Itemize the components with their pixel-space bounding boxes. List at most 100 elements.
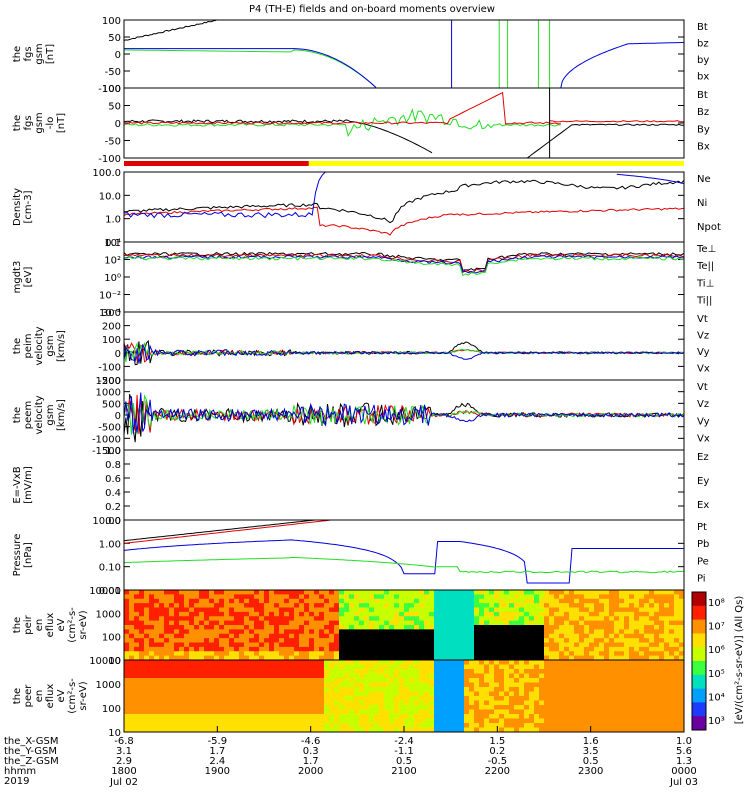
heatmap-cell [284, 590, 290, 595]
heatmap-cell [264, 594, 270, 600]
heatmap-cell [544, 714, 550, 719]
heatmap-cell [534, 727, 540, 733]
heatmap-cell [329, 723, 335, 728]
heatmap-cell [349, 638, 355, 643]
heatmap-cell [284, 678, 290, 683]
heatmap-cell [124, 709, 130, 715]
heatmap-cell [239, 616, 245, 622]
heatmap-cell [439, 625, 445, 630]
heatmap-cell [569, 669, 575, 674]
heatmap-cell [534, 590, 540, 595]
heatmap-cell [419, 709, 425, 715]
heatmap-cell [669, 709, 675, 715]
heatmap-cell [674, 646, 680, 652]
heatmap-cell [579, 673, 585, 679]
heatmap-cell [189, 727, 195, 733]
heatmap-cell [454, 678, 460, 683]
heatmap-cell [384, 607, 390, 613]
heatmap-cell [374, 687, 380, 692]
ytick-label: 0.1 [105, 238, 121, 249]
heatmap-cell [624, 598, 630, 604]
heatmap-cell [379, 718, 385, 724]
heatmap-cell [624, 642, 630, 648]
heatmap-cell [244, 696, 250, 701]
heatmap-cell [324, 660, 330, 665]
heatmap-cell [199, 718, 205, 724]
heatmap-cell [474, 691, 480, 697]
heatmap-cell [629, 669, 635, 674]
heatmap-cell [234, 673, 240, 679]
heatmap-cell [654, 655, 660, 661]
heatmap-cell [569, 673, 575, 679]
heatmap-cell [384, 629, 390, 635]
heatmap-cell [404, 709, 410, 715]
heatmap-cell [379, 611, 385, 617]
heatmap-cell [359, 651, 365, 657]
heatmap-cell [669, 616, 675, 622]
heatmap-cell [619, 620, 625, 626]
legend-label: Bz [697, 107, 709, 118]
heatmap-cell [474, 590, 480, 595]
heatmap-cell [479, 651, 485, 657]
heatmap-cell [514, 616, 520, 622]
heatmap-cell [629, 700, 635, 706]
heatmap-cell [664, 696, 670, 701]
heatmap-cell [624, 629, 630, 635]
heatmap-cell [469, 655, 475, 661]
heatmap-cell [404, 682, 410, 688]
heatmap-cell [299, 714, 305, 719]
heatmap-cell [279, 700, 285, 706]
heatmap-cell [224, 705, 230, 710]
heatmap-cell [449, 691, 455, 697]
heatmap-cell [149, 603, 155, 608]
heatmap-cell [659, 629, 665, 635]
heatmap-cell [379, 687, 385, 692]
heatmap-cell [554, 660, 560, 665]
heatmap-cell [479, 611, 485, 617]
heatmap-cell [374, 655, 380, 661]
ytick-label: 0 [115, 411, 121, 422]
heatmap-cell [444, 682, 450, 688]
heatmap-cell [134, 633, 140, 639]
heatmap-cell [409, 723, 415, 728]
heatmap-cell [544, 646, 550, 652]
ytick-label: 0 [115, 50, 121, 61]
heatmap-cell [149, 611, 155, 617]
heatmap-cell [204, 718, 210, 724]
colorbar-frame [691, 591, 707, 731]
heatmap-cell [369, 705, 375, 710]
heatmap-cell [299, 718, 305, 724]
heatmap-cell [239, 594, 245, 600]
heatmap-cell [649, 718, 655, 724]
heatmap-cell [279, 638, 285, 643]
heatmap-cell [224, 709, 230, 715]
heatmap-cell [494, 660, 500, 665]
heatmap-cell [649, 594, 655, 600]
heatmap-cell [579, 727, 585, 733]
heatmap-cell [344, 718, 350, 724]
heatmap-cell [294, 673, 300, 679]
heatmap-cell [404, 620, 410, 626]
xtick-hhmm: 2200 [485, 766, 510, 777]
heatmap-cell [364, 673, 370, 679]
heatmap-cell [639, 633, 645, 639]
heatmap-cell [589, 727, 595, 733]
heatmap-cell [234, 594, 240, 600]
heatmap-cell [544, 638, 550, 643]
heatmap-cell [499, 664, 505, 670]
heatmap-cell [444, 625, 450, 630]
heatmap-cell [389, 691, 395, 697]
heatmap-cell [279, 709, 285, 715]
heatmap-cell [164, 625, 170, 630]
series-Pe [124, 556, 684, 574]
heatmap-cell [234, 660, 240, 665]
heatmap-cell [384, 705, 390, 710]
heatmap-cell [674, 598, 680, 604]
heatmap-cell [424, 705, 430, 710]
heatmap-cell [369, 620, 375, 626]
heatmap-cell [544, 723, 550, 728]
heatmap-cell [569, 598, 575, 604]
heatmap-cell [544, 673, 550, 679]
heatmap-cell [469, 590, 475, 595]
heatmap-cell [359, 709, 365, 715]
